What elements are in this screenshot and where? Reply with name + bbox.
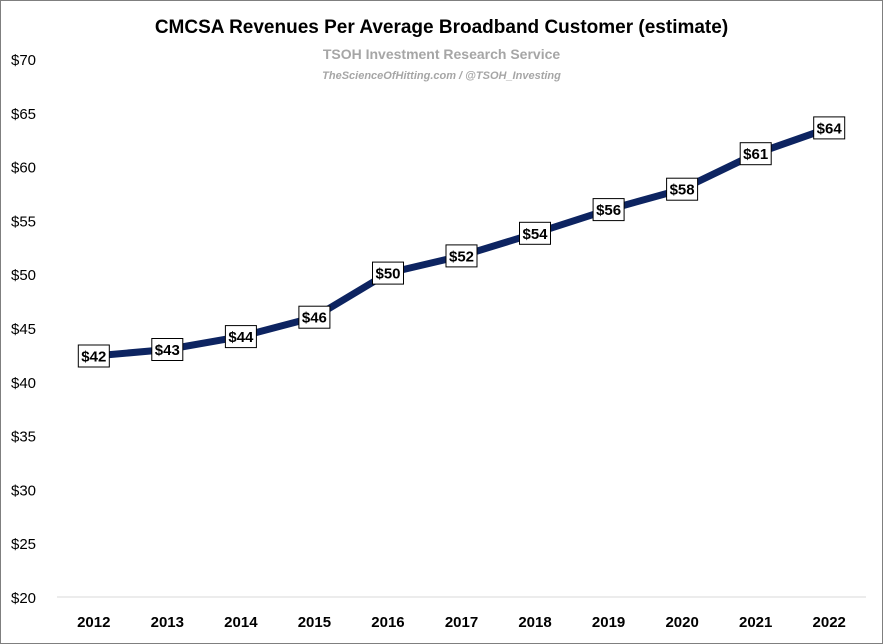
- chart-title: CMCSA Revenues Per Average Broadband Cus…: [154, 17, 729, 38]
- y-tick-label: $30: [11, 482, 36, 499]
- data-label: $42: [81, 349, 106, 366]
- y-tick-label: $40: [11, 375, 36, 392]
- data-label: $64: [817, 120, 843, 137]
- x-tick-label: 2021: [739, 614, 772, 631]
- y-tick-label: $70: [11, 52, 36, 69]
- data-label: $52: [449, 248, 474, 265]
- y-tick-label: $60: [11, 160, 36, 177]
- data-label-box: [224, 325, 257, 349]
- data-label: $50: [375, 266, 400, 283]
- x-tick-label: 2018: [518, 614, 551, 631]
- x-tick-label: 2020: [665, 614, 698, 631]
- data-label-box: [298, 305, 331, 329]
- data-label-box: [151, 338, 184, 361]
- y-tick-label: $25: [11, 536, 36, 553]
- y-tick-label: $55: [11, 213, 36, 230]
- y-tick-label: $50: [11, 267, 36, 284]
- x-tick-label: 2022: [813, 614, 846, 631]
- data-label-box: [592, 198, 625, 222]
- data-label-box: [813, 116, 846, 140]
- data-label: $56: [596, 202, 621, 219]
- data-label-box: [666, 177, 699, 201]
- y-tick-label: $45: [11, 321, 36, 338]
- x-tick-label: 2012: [77, 614, 110, 631]
- x-tick-label: 2013: [151, 614, 184, 631]
- y-tick-label: $65: [11, 106, 36, 123]
- data-label: $43: [155, 342, 180, 359]
- data-label-box: [77, 344, 110, 368]
- data-label: $44: [228, 329, 254, 346]
- chart-credit: TheScienceOfHitting.com / @TSOH_Investin…: [322, 70, 561, 82]
- data-label-box: [739, 142, 772, 166]
- x-tick-label: 2019: [592, 614, 625, 631]
- chart-subtitle: TSOH Investment Research Service: [322, 46, 561, 62]
- y-tick-label: $35: [11, 429, 36, 446]
- x-tick-label: 2014: [224, 614, 258, 631]
- x-tick-label: 2016: [371, 614, 404, 631]
- series-line: [93, 124, 831, 360]
- data-label-box: [445, 244, 478, 268]
- data-label: $58: [670, 182, 695, 199]
- data-label-box: [519, 221, 551, 245]
- data-label: $61: [743, 146, 768, 163]
- data-label: $54: [522, 226, 548, 243]
- data-label: $46: [302, 310, 327, 327]
- data-label-box: [372, 261, 404, 285]
- y-tick-label: $20: [11, 590, 36, 607]
- x-tick-label: 2015: [298, 614, 331, 631]
- x-tick-label: 2017: [445, 614, 478, 631]
